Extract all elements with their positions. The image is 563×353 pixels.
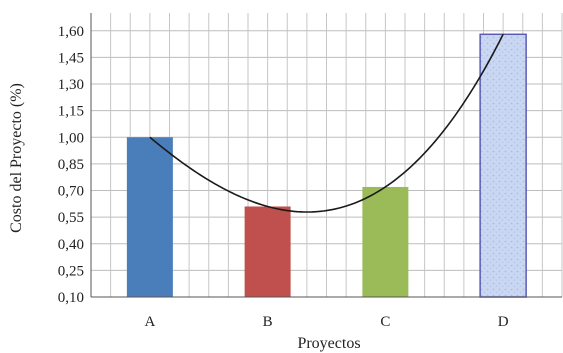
y-tick-label: 1,30 — [58, 77, 84, 93]
y-tick-label: 0,40 — [58, 237, 84, 253]
axes — [90, 13, 562, 298]
x-tick-labels: A B C D — [144, 314, 508, 330]
y-tick-label: 0,10 — [58, 290, 84, 306]
bar-d — [479, 33, 527, 298]
y-tick-label: 1,15 — [58, 104, 84, 120]
x-tick-label: C — [380, 314, 390, 330]
x-tick-label: D — [498, 314, 509, 330]
y-tick-label: 1,45 — [58, 50, 84, 66]
x-tick-label: B — [263, 314, 273, 330]
x-tick-label: A — [144, 314, 155, 330]
y-axis-title: Costo del Proyecto (%) — [8, 83, 25, 233]
y-tick-labels: 0,10 0,25 0,40 0,55 0,70 0,85 1,00 1,15 1,30 1,45… — [58, 24, 84, 306]
x-axis-title: Proyectos — [297, 335, 360, 352]
y-tick-label: 0,70 — [58, 184, 84, 200]
bar-a — [126, 137, 173, 297]
y-tick-label: 1,60 — [58, 24, 84, 40]
y-tick-label: 0,85 — [58, 157, 84, 173]
trendline-curve — [149, 33, 504, 213]
y-tick-label: 0,55 — [58, 210, 84, 226]
bar-b — [244, 206, 291, 297]
trendline — [149, 33, 504, 213]
bar-c — [362, 186, 409, 297]
y-tick-label: 0,25 — [58, 263, 84, 279]
bars — [126, 33, 527, 298]
y-tick-label: 1,00 — [58, 130, 84, 146]
